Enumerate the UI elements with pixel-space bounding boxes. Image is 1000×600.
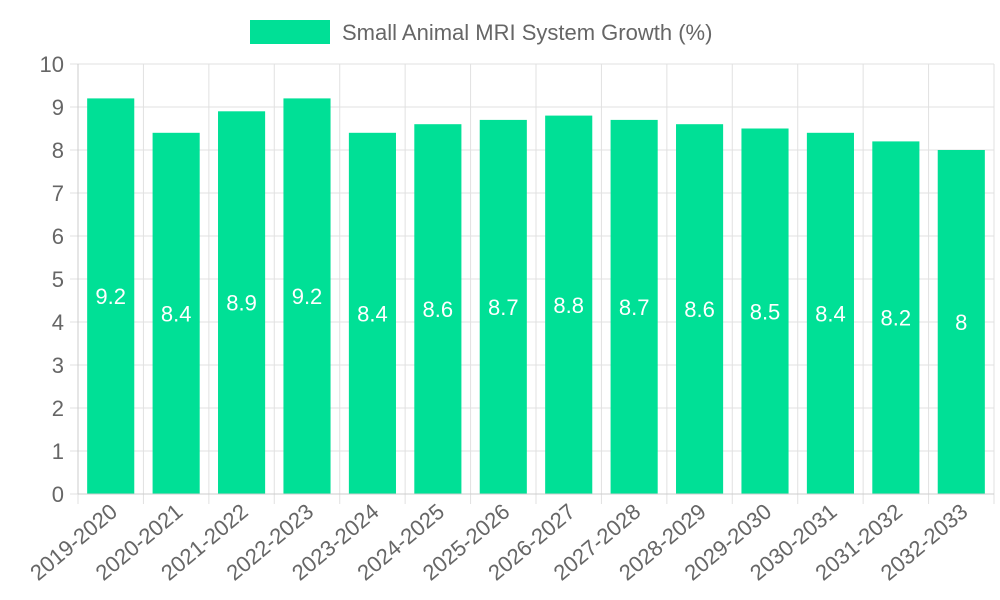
x-axis: 2019-20202020-20212021-20222022-20232023… — [25, 493, 994, 585]
bar-2027-2028[interactable] — [610, 119, 658, 495]
bar-2031-2032[interactable] — [872, 141, 920, 494]
y-tick-label: 6 — [52, 224, 64, 249]
bar-2023-2024[interactable] — [348, 132, 396, 495]
bar-2032-2033[interactable] — [937, 150, 985, 494]
y-tick-label: 5 — [52, 267, 64, 292]
data-labels: 9.2 8.4 8.9 9.2 8.4 8.6 8.7 8.8 8.7 8.6 8.5 8.4 8.2 8 — [95, 284, 967, 335]
legend-label[interactable]: Small Animal MRI System Growth (%) — [342, 20, 712, 45]
y-tick-label: 2 — [52, 396, 64, 421]
data-label: 8.5 — [750, 299, 781, 324]
bar-2028-2029[interactable] — [676, 124, 724, 494]
bar-2030-2031[interactable] — [806, 132, 854, 495]
data-label: 8.4 — [161, 301, 192, 326]
bars — [87, 98, 985, 495]
data-label: 8.6 — [423, 297, 454, 322]
data-label: 8.6 — [684, 297, 715, 322]
data-label: 9.2 — [95, 284, 126, 309]
y-tick-label: 1 — [52, 439, 64, 464]
data-label: 8.8 — [553, 293, 584, 318]
bar-2024-2025[interactable] — [414, 124, 462, 494]
bar-2025-2026[interactable] — [479, 119, 527, 495]
data-label: 8 — [955, 310, 967, 335]
y-tick-label: 0 — [52, 482, 64, 507]
y-tick-label: 10 — [40, 52, 64, 77]
bar-2029-2030[interactable] — [741, 128, 789, 495]
y-tick-label: 9 — [52, 95, 64, 120]
data-label: 8.9 — [226, 291, 257, 316]
bar-2020-2021[interactable] — [152, 132, 200, 495]
data-label: 8.4 — [815, 301, 846, 326]
data-label: 8.7 — [619, 295, 650, 320]
data-label: 8.4 — [357, 301, 388, 326]
y-axis: 0 1 2 3 4 5 6 7 8 9 10 — [40, 52, 79, 507]
bar-2026-2027[interactable] — [545, 115, 593, 494]
y-tick-label: 7 — [52, 181, 64, 206]
legend[interactable]: Small Animal MRI System Growth (%) — [250, 20, 712, 45]
bar-2021-2022[interactable] — [218, 111, 266, 495]
y-tick-label: 8 — [52, 138, 64, 163]
bar-2022-2023[interactable] — [283, 98, 331, 495]
y-tick-label: 4 — [52, 310, 64, 335]
data-label: 8.7 — [488, 295, 519, 320]
data-label: 9.2 — [292, 284, 323, 309]
data-label: 8.2 — [881, 306, 912, 331]
y-tick-label: 3 — [52, 353, 64, 378]
bar-2019-2020[interactable] — [87, 98, 135, 495]
legend-swatch[interactable] — [250, 20, 330, 44]
grid — [70, 63, 995, 504]
